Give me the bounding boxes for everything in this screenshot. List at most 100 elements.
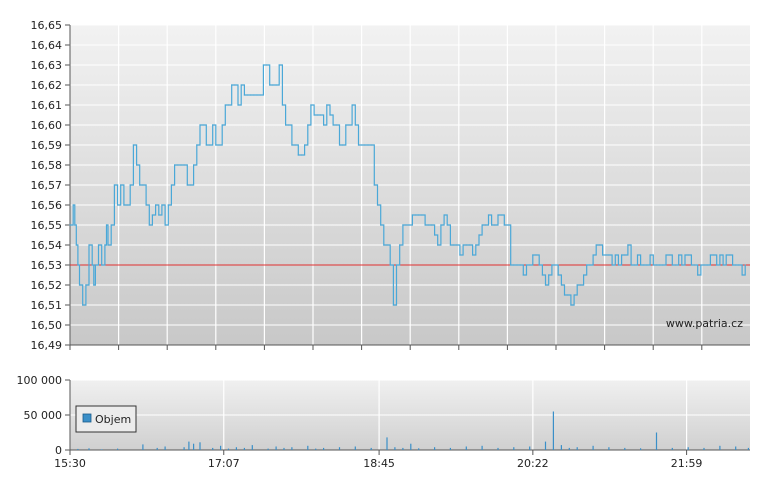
volume-bar — [386, 437, 388, 450]
price-y-tick-label: 16,60 — [31, 119, 63, 132]
volume-bar — [117, 448, 119, 450]
volume-bar — [402, 447, 404, 450]
price-point — [120, 184, 122, 186]
volume-bar — [410, 443, 412, 450]
price-point — [94, 264, 96, 266]
price-y-tick-label: 16,51 — [31, 299, 63, 312]
volume-bar — [592, 445, 594, 450]
x-tick-label: 20:22 — [517, 457, 549, 470]
price-point — [199, 124, 201, 126]
price-point — [361, 144, 363, 146]
price-point — [259, 94, 261, 96]
volume-bar — [671, 447, 673, 450]
price-point — [621, 254, 623, 256]
volume-y-tick-label: 50 000 — [24, 409, 63, 422]
price-point — [427, 224, 429, 226]
price-point — [218, 144, 220, 146]
volume-bar — [703, 447, 705, 450]
price-point — [595, 244, 597, 246]
price-point — [722, 264, 724, 266]
price-point — [678, 254, 680, 256]
price-point — [709, 254, 712, 256]
price-point — [484, 224, 486, 226]
volume-bar — [354, 446, 356, 450]
price-point — [557, 274, 559, 276]
price-point — [170, 184, 172, 186]
price-point — [110, 224, 112, 226]
watermark-text: www.patria.cz — [666, 317, 743, 330]
price-point — [712, 254, 715, 256]
price-point — [256, 94, 258, 96]
price-y-tick-label: 16,49 — [31, 339, 63, 352]
price-y-tick-label: 16,55 — [31, 219, 63, 232]
price-point — [719, 254, 721, 256]
price-point — [674, 264, 677, 266]
volume-legend-label: Objem — [95, 413, 131, 426]
price-point — [335, 124, 337, 126]
price-y-tick-label: 16,57 — [31, 179, 63, 192]
price-point — [285, 124, 287, 126]
price-point — [72, 204, 74, 206]
volume-bar — [418, 448, 420, 451]
price-point — [437, 244, 439, 246]
price-point — [744, 264, 746, 266]
price-point — [174, 164, 176, 166]
price-point — [700, 264, 702, 266]
price-point — [690, 264, 693, 266]
price-point — [85, 284, 87, 286]
volume-bar — [513, 447, 515, 450]
price-point — [278, 64, 280, 66]
price-point — [491, 224, 493, 226]
price-point — [193, 164, 195, 166]
price-point — [402, 224, 404, 226]
price-point — [126, 204, 128, 206]
price-point — [345, 124, 347, 126]
volume-bar — [338, 447, 341, 450]
price-point — [180, 164, 182, 166]
price-y-tick-label: 16,50 — [31, 319, 63, 332]
price-point — [481, 224, 483, 226]
price-point — [510, 264, 512, 266]
price-point — [681, 264, 683, 266]
price-point — [129, 184, 131, 186]
price-point — [424, 224, 426, 226]
price-point — [636, 254, 639, 256]
price-point — [583, 274, 585, 276]
volume-bar — [77, 448, 79, 450]
price-point — [75, 244, 77, 246]
price-y-tick-label: 16,52 — [31, 279, 63, 292]
price-point — [456, 244, 458, 246]
volume-bar — [394, 447, 396, 450]
price-point — [535, 254, 537, 256]
price-point — [434, 234, 436, 236]
price-point — [234, 84, 236, 86]
price-point — [703, 264, 705, 266]
volume-bar — [323, 447, 325, 450]
price-point — [231, 84, 233, 86]
price-point — [605, 254, 607, 256]
price-point — [367, 144, 369, 146]
price-point — [522, 274, 524, 276]
price-point — [503, 224, 505, 226]
price-y-tick-label: 16,56 — [31, 199, 63, 212]
price-point — [706, 264, 708, 266]
price-point — [513, 264, 515, 266]
price-point — [440, 224, 442, 226]
volume-bar — [434, 447, 436, 450]
price-point — [332, 124, 334, 126]
volume-bar — [655, 432, 658, 450]
volume-bar — [212, 447, 214, 450]
price-point — [348, 124, 350, 126]
price-point — [430, 224, 432, 226]
price-y-tick-label: 16,53 — [31, 259, 63, 272]
volume-bar — [529, 446, 531, 450]
price-point — [243, 94, 245, 96]
price-point — [250, 94, 252, 96]
price-point — [551, 264, 553, 266]
price-point — [414, 214, 417, 216]
price-point — [738, 264, 740, 266]
price-point — [224, 104, 226, 106]
price-y-tick-label: 16,61 — [31, 99, 63, 112]
volume-bar — [243, 447, 245, 450]
